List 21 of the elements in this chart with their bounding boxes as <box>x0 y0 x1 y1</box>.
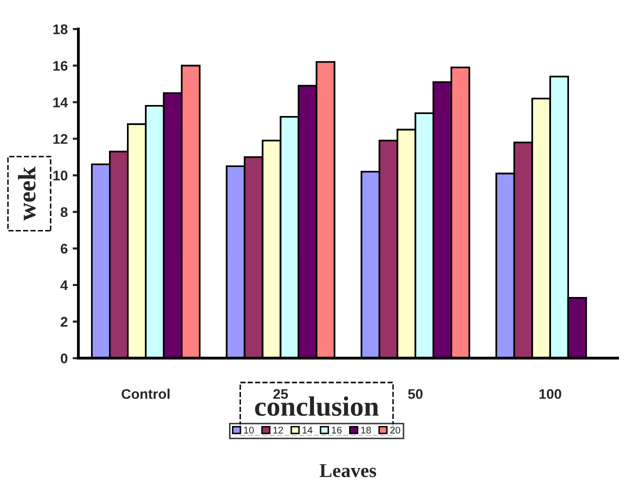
x-tick-label: 50 <box>408 389 423 399</box>
legend-label: 10 <box>244 426 254 434</box>
y-tick-label: 10 <box>53 170 68 180</box>
y-tick-label: 14 <box>53 98 68 108</box>
x-tick-label: 100 <box>539 389 562 399</box>
legend-label: 16 <box>332 426 342 434</box>
x-axis-title: Leaves <box>320 464 376 478</box>
y-tick-label: 0 <box>60 353 68 364</box>
y-tick-label: 16 <box>53 60 68 71</box>
legend-label: 14 <box>302 426 312 434</box>
y-tick-label: 8 <box>60 207 68 218</box>
y-tick-label: 6 <box>60 244 68 254</box>
y-axis-title: week <box>18 166 36 221</box>
y-tick-label: 12 <box>53 134 68 144</box>
y-tick-label: 2 <box>60 316 68 327</box>
legend-label: 18 <box>361 426 371 434</box>
y-tick-label: 4 <box>60 280 68 290</box>
legend-label: 20 <box>390 426 400 434</box>
x-tick-label: Control <box>122 388 170 399</box>
y-tick-label: 18 <box>53 24 68 34</box>
legend-label: 12 <box>273 426 283 434</box>
